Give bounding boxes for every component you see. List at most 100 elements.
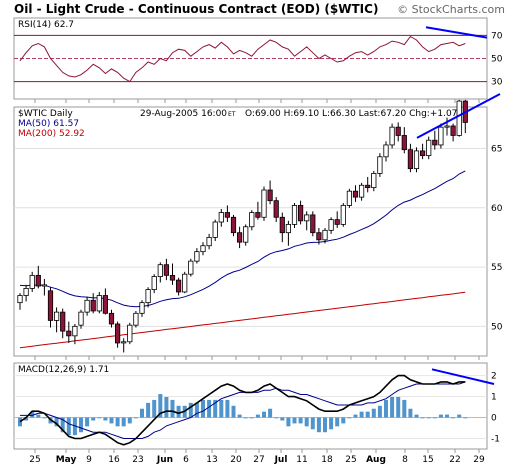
- candle: [328, 219, 334, 231]
- x-tick-label: 11: [296, 455, 307, 465]
- macd-histogram-bar: [359, 411, 364, 418]
- price-tick-label: 65: [491, 145, 502, 155]
- ma200-line: [19, 291, 466, 349]
- candle: [169, 274, 176, 281]
- macd-histogram-bar: [85, 417, 90, 427]
- candle: [297, 205, 304, 222]
- macd-histogram-bar: [396, 396, 401, 418]
- candle: [188, 260, 194, 275]
- x-tick-label: Aug: [366, 455, 386, 465]
- candle: [291, 205, 298, 225]
- macd-histogram-bar: [390, 396, 395, 418]
- x-tick-label: 23: [132, 455, 143, 465]
- candle: [450, 125, 456, 136]
- macd-histogram-bar: [432, 417, 437, 419]
- macd-histogram-bar: [201, 399, 205, 418]
- ma50-legend: MA(50) 61.57: [18, 119, 79, 129]
- x-tick-label: 25: [345, 455, 356, 465]
- macd-histogram-bar: [335, 417, 340, 427]
- candle: [438, 126, 444, 146]
- macd-histogram-bar: [414, 414, 419, 418]
- price-tick-label: 55: [491, 263, 502, 273]
- candle: [310, 214, 316, 234]
- macd-histogram-bar: [286, 417, 291, 427]
- candle: [346, 190, 353, 206]
- candle: [133, 312, 139, 326]
- candle: [151, 276, 157, 290]
- macd-histogram-bar: [121, 417, 126, 427]
- candle: [267, 189, 273, 202]
- ma200-legend: MA(200) 52.92: [18, 129, 85, 139]
- candle: [47, 290, 54, 321]
- macd-histogram-bar: [24, 417, 29, 421]
- x-tick-label: 29: [473, 455, 485, 465]
- macd-histogram-bar: [194, 402, 199, 418]
- macd-histogram-bar: [408, 408, 413, 418]
- candle: [102, 295, 108, 314]
- candle: [456, 100, 462, 136]
- macd-histogram-bar: [426, 417, 431, 419]
- macd-histogram-bar: [329, 417, 334, 430]
- macd-histogram-bar: [36, 414, 41, 418]
- candle: [35, 274, 41, 287]
- candle: [377, 156, 383, 174]
- x-tick-label: 9: [86, 455, 92, 465]
- rsi-panel: RSI(14) 62.7 70 50 30: [13, 17, 503, 100]
- x-tick-label: Jul: [274, 455, 288, 465]
- macd-histogram-bar: [18, 417, 22, 427]
- macd-histogram-bar: [30, 411, 35, 418]
- macd-histogram-bar: [438, 414, 443, 418]
- x-tick-label: 27: [253, 455, 264, 465]
- x-tick-label: 15: [422, 455, 433, 465]
- ohlc-label: O:69.00 H:69.10 L:66.30 Last:67.20 Chg:+…: [245, 109, 457, 119]
- macd-histogram-bar: [353, 414, 358, 418]
- macd-panel: MACD(12,26,9) 1.71 2 1 0 -1: [13, 362, 500, 450]
- candle: [316, 232, 322, 241]
- macd-histogram-bar: [420, 417, 425, 419]
- macd-histogram-bar: [243, 417, 248, 419]
- macd-tick-label: 1: [491, 393, 497, 403]
- x-tick-label: 25: [29, 455, 40, 465]
- macd-histogram-bar: [158, 394, 163, 418]
- rsi-tick-label: 30: [491, 78, 503, 88]
- candle: [78, 311, 84, 326]
- rsi-trendline: [425, 26, 488, 39]
- macd-histogram-bar: [280, 417, 285, 421]
- macd-histogram-bar: [164, 396, 169, 418]
- macd-trendline: [431, 368, 495, 385]
- candle: [41, 284, 48, 287]
- macd-histogram-bar: [384, 399, 388, 418]
- rsi-label: RSI(14) 62.7: [18, 20, 74, 30]
- macd-histogram-bar: [463, 417, 468, 419]
- candle: [175, 279, 182, 293]
- price-trendline: [416, 93, 501, 139]
- candle: [334, 219, 340, 225]
- macd-histogram-bar: [365, 411, 370, 418]
- macd-histogram-bar: [255, 414, 260, 418]
- candle: [389, 126, 395, 146]
- macd-histogram-bar: [323, 417, 327, 433]
- macd-histogram-bar: [91, 417, 96, 421]
- macd-histogram-bar: [219, 399, 224, 418]
- macd-tick-label: 0: [491, 414, 497, 424]
- macd-histogram-bar: [304, 417, 309, 427]
- macd-tick-label: 2: [491, 372, 497, 382]
- x-tick-label: Jun: [156, 455, 173, 465]
- candle: [157, 264, 163, 277]
- macd-histogram-bar: [347, 417, 352, 419]
- candle: [236, 232, 243, 243]
- price-panel: $WTIC Daily 29-Aug-2005 16:00ET O:69.00 …: [13, 93, 503, 357]
- macd-tick-label: -1: [491, 435, 500, 445]
- candle: [432, 139, 438, 146]
- macd-histogram-bar: [133, 417, 138, 419]
- macd-signal-line: [20, 381, 466, 439]
- candle: [182, 273, 188, 293]
- candle: [163, 264, 169, 276]
- macd-histogram-bar: [237, 414, 242, 418]
- candle: [444, 125, 450, 128]
- date-label: 29-Aug-2005 16:00ET: [140, 109, 236, 119]
- x-tick-label: 6: [183, 455, 189, 465]
- macd-histogram-bar: [262, 411, 266, 418]
- macd-histogram-bar: [140, 408, 144, 418]
- candle: [96, 295, 102, 312]
